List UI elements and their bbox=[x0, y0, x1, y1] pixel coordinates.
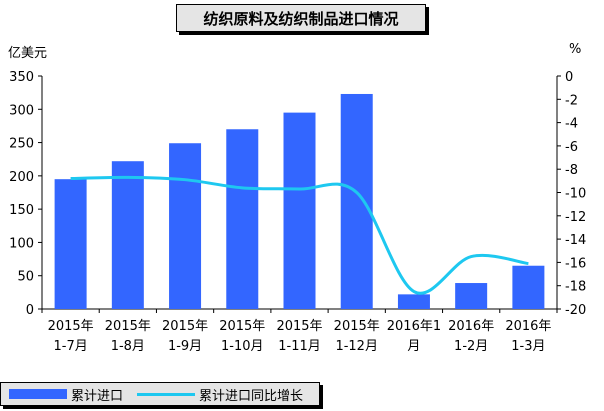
bar-3 bbox=[169, 143, 202, 309]
right-tick-label: -10 bbox=[565, 187, 586, 202]
x-tick-label: 1-9月 bbox=[168, 339, 202, 354]
x-tick-label: 月 bbox=[407, 339, 420, 354]
right-tick-label: -4 bbox=[565, 117, 578, 132]
x-tick-label: 1-3月 bbox=[511, 339, 545, 354]
bar-8 bbox=[455, 283, 488, 309]
left-tick-label: 200 bbox=[9, 170, 34, 185]
left-tick-label: 350 bbox=[9, 70, 34, 85]
x-tick-label: 2015年 bbox=[276, 319, 322, 334]
bar-1 bbox=[54, 179, 87, 309]
right-tick-label: -2 bbox=[565, 93, 578, 108]
x-tick-label: 1-11月 bbox=[278, 339, 321, 354]
left-tick-label: 100 bbox=[9, 236, 34, 251]
right-tick-label: -20 bbox=[565, 303, 586, 318]
right-tick-label: -8 bbox=[565, 163, 578, 178]
bar-7 bbox=[397, 294, 430, 309]
bar-6 bbox=[340, 93, 373, 309]
left-tick-label: 150 bbox=[9, 203, 34, 218]
bar-4 bbox=[226, 129, 259, 309]
right-tick-label: -6 bbox=[565, 140, 578, 155]
left-tick-label: 300 bbox=[9, 103, 34, 118]
x-tick-label: 2016年1 bbox=[387, 319, 441, 334]
x-tick-label: 2015年 bbox=[219, 319, 265, 334]
x-tick-label: 1-10月 bbox=[221, 339, 264, 354]
left-tick-label: 250 bbox=[9, 137, 34, 152]
bar-9 bbox=[512, 265, 545, 309]
right-tick-label: -16 bbox=[565, 256, 586, 271]
x-tick-label: 2015年 bbox=[48, 319, 94, 334]
legend-swatch-bar bbox=[9, 389, 67, 399]
x-tick-label: 2015年 bbox=[162, 319, 208, 334]
x-tick-label: 1-7月 bbox=[53, 339, 87, 354]
legend-label-bar: 累计进口 bbox=[71, 388, 124, 404]
right-tick-label: -12 bbox=[565, 210, 586, 225]
right-axis-unit: % bbox=[569, 42, 582, 57]
growth-line bbox=[70, 175, 529, 295]
right-tick-label: 0 bbox=[565, 70, 573, 85]
legend-label-line: 累计进口同比增长 bbox=[199, 388, 304, 404]
left-tick-label: 50 bbox=[17, 270, 34, 285]
x-tick-label: 2016年 bbox=[448, 319, 494, 334]
left-tick-label: 0 bbox=[26, 303, 34, 318]
legend-item-line: 累计进口同比增长 bbox=[137, 383, 303, 405]
x-tick-label: 2015年 bbox=[334, 319, 380, 334]
right-tick-label: -14 bbox=[565, 233, 586, 248]
x-tick-label: 1-2月 bbox=[454, 339, 488, 354]
left-axis-unit: 亿美元 bbox=[8, 46, 48, 61]
legend: 累计进口 累计进口同比增长 bbox=[0, 382, 320, 406]
chart-canvas: 0 50 100 150 200 250 300 350 0 -2 -4 -6 -8 -10 -12 -14 -… bbox=[9, 70, 586, 354]
x-tick-label: 1-12月 bbox=[335, 339, 378, 354]
x-tick-label: 2015年 bbox=[105, 319, 151, 334]
x-tick-label: 1-8月 bbox=[111, 339, 145, 354]
bar-2 bbox=[111, 161, 144, 309]
right-tick-label: -18 bbox=[565, 280, 586, 295]
x-tick-label: 2016年 bbox=[505, 319, 551, 334]
chart-title: 纺织原料及纺织制品进口情况 bbox=[176, 4, 426, 32]
bar-5 bbox=[283, 112, 316, 309]
legend-item-bar: 累计进口 bbox=[9, 383, 123, 405]
legend-swatch-line bbox=[137, 392, 195, 396]
